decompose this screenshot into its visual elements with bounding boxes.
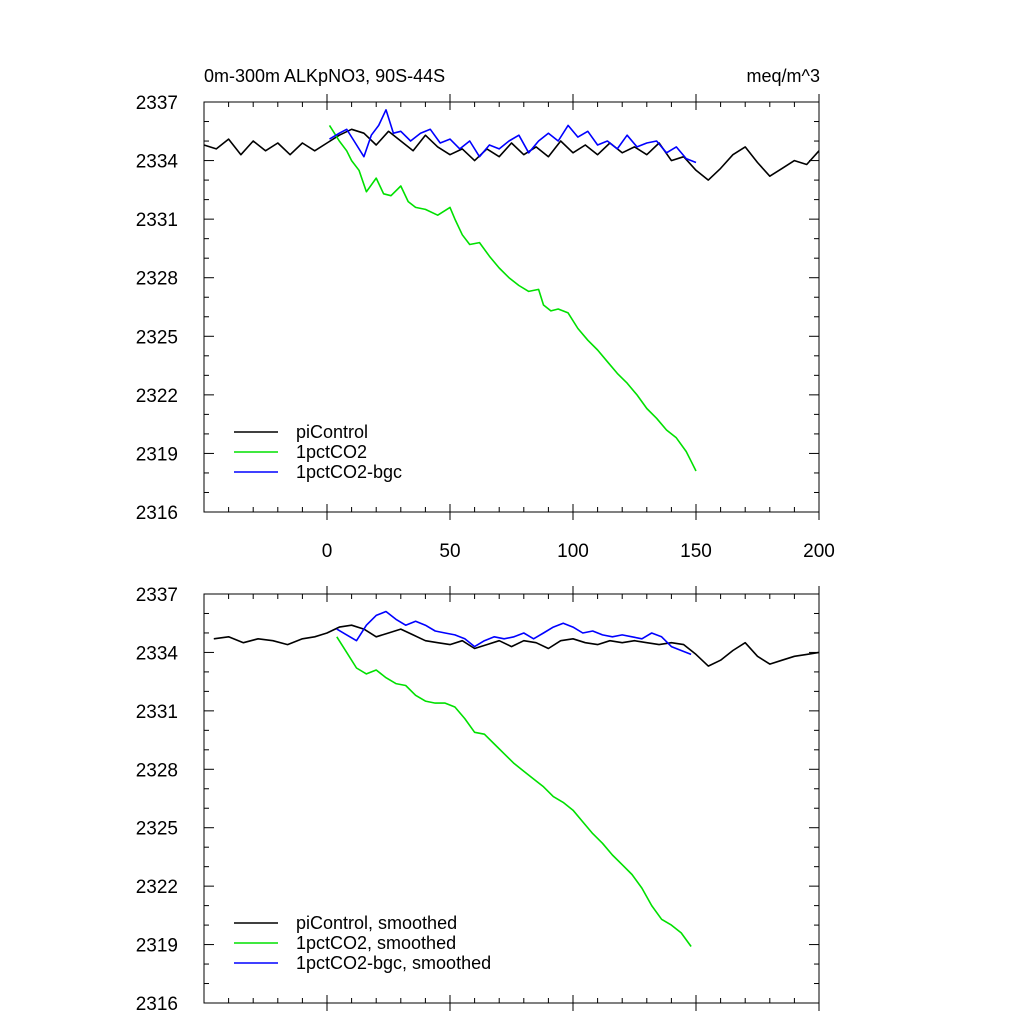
panel-raw: 0 50 100 150 200 2316 2319 2322 2325 2328 2331 2334… [136, 93, 835, 562]
y-tick-label: 2316 [136, 503, 178, 524]
series-line [203, 128, 820, 181]
x-tick-label: 150 [680, 541, 712, 562]
y-tick-label: 2331 [136, 210, 178, 231]
y-tick-label: 2334 [136, 643, 179, 664]
legend-label: piControl [296, 422, 368, 442]
y-tick-label: 2325 [136, 327, 178, 348]
series-line [336, 610, 692, 656]
figure-title: 0m-300m ALKpNO3, 90S-44S [204, 66, 445, 86]
y-tick-label: 2319 [136, 936, 178, 957]
legend-label: 1pctCO2-bgc [296, 462, 402, 482]
x-tick-label: 100 [557, 541, 589, 562]
y-tick-label: 2322 [136, 877, 178, 898]
legend-label: 1pctCO2 [296, 442, 367, 462]
series-line [328, 124, 697, 472]
y-tick-label: 2331 [136, 702, 178, 723]
x-tick-label: 50 [439, 541, 460, 562]
x-tick-label: 200 [803, 541, 835, 562]
y-tick-label: 2316 [136, 994, 178, 1015]
series-line [329, 109, 697, 164]
x-tick-label: 0 [322, 541, 333, 562]
figure-units: meq/m^3 [747, 66, 820, 86]
y-tick-label: 2328 [136, 760, 178, 781]
legend-label: 1pctCO2-bgc, smoothed [296, 953, 491, 973]
y-tick-label: 2322 [136, 386, 178, 407]
plot-frame [203, 101, 820, 513]
y-tick-label: 2319 [136, 444, 178, 465]
series-line [336, 636, 692, 947]
y-tick-label: 2337 [136, 585, 178, 606]
y-tick-label: 2334 [136, 152, 179, 173]
legend-label: piControl, smoothed [296, 913, 457, 933]
y-tick-label: 2325 [136, 819, 178, 840]
plot-frame [203, 593, 820, 1004]
y-tick-label: 2328 [136, 269, 178, 290]
panel-smoothed: 2316 2319 2322 2325 2328 2331 2334 2337 piContro… [136, 585, 820, 1015]
y-tick-label: 2337 [136, 93, 178, 114]
series-line [213, 624, 820, 667]
legend-label: 1pctCO2, smoothed [296, 933, 456, 953]
